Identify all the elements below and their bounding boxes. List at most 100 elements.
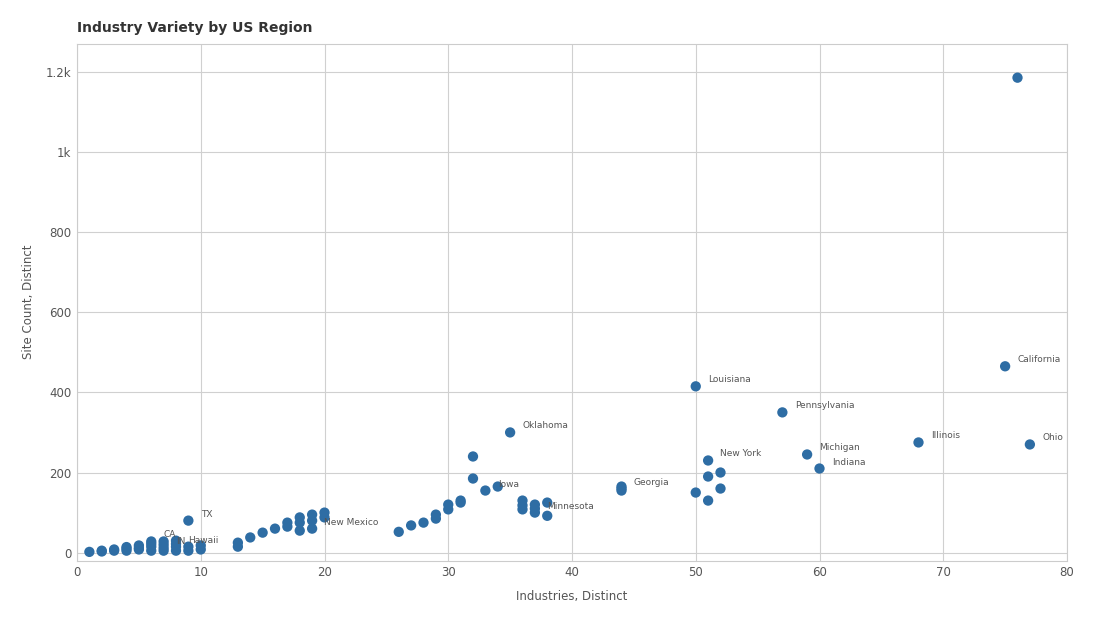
Point [700, 472, 717, 482]
Point [613, 482, 630, 492]
Point [118, 544, 135, 554]
Text: California: California [1018, 355, 1060, 364]
Point [229, 538, 246, 548]
Point [94, 546, 110, 556]
Point [613, 483, 630, 493]
Text: TX: TX [200, 510, 212, 518]
Point [278, 518, 296, 528]
Point [700, 495, 717, 505]
Text: Minnesota: Minnesota [548, 502, 594, 511]
Point [389, 527, 407, 537]
Text: New Mexico: New Mexico [324, 518, 378, 526]
Point [130, 543, 147, 553]
Point [143, 536, 161, 546]
Point [452, 495, 470, 505]
Point [143, 541, 161, 551]
Point [94, 546, 110, 556]
Y-axis label: Site Count, Distinct: Site Count, Distinct [22, 245, 35, 359]
Point [304, 516, 321, 526]
Point [118, 542, 135, 552]
Text: Ohio: Ohio [1043, 434, 1063, 442]
Text: Michigan: Michigan [820, 444, 860, 452]
Text: Industry Variety by US Region: Industry Variety by US Region [77, 22, 312, 36]
Point [686, 381, 704, 391]
Point [773, 407, 791, 417]
Point [488, 482, 506, 492]
Point [143, 539, 161, 549]
Point [1021, 439, 1038, 449]
Point [686, 488, 704, 498]
Point [539, 511, 556, 521]
Point [427, 513, 444, 523]
Point [290, 518, 308, 528]
Point [526, 503, 543, 513]
Text: Louisiana: Louisiana [708, 375, 751, 384]
Point [290, 513, 308, 523]
Point [712, 467, 729, 477]
Point [118, 546, 135, 556]
Point [997, 361, 1014, 371]
Point [526, 500, 543, 510]
Point [799, 449, 816, 459]
Point [811, 464, 828, 473]
Point [403, 520, 420, 530]
Point [910, 437, 927, 447]
Text: CA: CA [164, 530, 176, 540]
Point [304, 524, 321, 534]
Point [155, 543, 173, 553]
Point [191, 545, 209, 554]
Text: Hawaii: Hawaii [188, 536, 219, 545]
Point [452, 498, 470, 508]
Point [1009, 73, 1026, 83]
Point [179, 516, 197, 526]
Text: Illinois: Illinois [931, 432, 960, 440]
Point [191, 541, 209, 551]
Point [167, 536, 185, 546]
Point [526, 508, 543, 518]
Point [229, 541, 246, 551]
Point [80, 547, 98, 557]
Point [278, 521, 296, 531]
Point [179, 546, 197, 556]
Point [514, 495, 531, 505]
Point [514, 500, 531, 510]
Text: Oklahoma: Oklahoma [522, 421, 569, 430]
Text: Georgia: Georgia [634, 478, 670, 487]
Point [290, 526, 308, 536]
Point [304, 510, 321, 520]
Point [167, 539, 185, 549]
X-axis label: Industries, Distinct: Industries, Distinct [516, 591, 628, 603]
Point [712, 483, 729, 493]
Point [242, 533, 260, 543]
Point [106, 546, 123, 556]
Point [266, 524, 284, 534]
Point [143, 546, 161, 556]
Point [316, 513, 333, 523]
Point [464, 473, 482, 483]
Point [464, 452, 482, 462]
Point [700, 455, 717, 465]
Point [502, 427, 519, 437]
Point [254, 528, 272, 538]
Point [316, 508, 333, 518]
Point [476, 485, 494, 495]
Text: Indiana: Indiana [832, 457, 866, 467]
Point [106, 545, 123, 554]
Point [167, 546, 185, 556]
Point [613, 485, 630, 495]
Point [167, 541, 185, 551]
Point [155, 540, 173, 549]
Point [179, 541, 197, 551]
Text: Iowa: Iowa [497, 480, 519, 488]
Text: New York: New York [720, 449, 761, 459]
Point [415, 518, 432, 528]
Point [427, 510, 444, 520]
Point [130, 545, 147, 554]
Point [130, 541, 147, 551]
Point [514, 505, 531, 515]
Point [539, 498, 556, 508]
Text: Pennsylvania: Pennsylvania [794, 401, 855, 411]
Point [439, 505, 458, 515]
Point [439, 500, 458, 510]
Point [155, 536, 173, 546]
